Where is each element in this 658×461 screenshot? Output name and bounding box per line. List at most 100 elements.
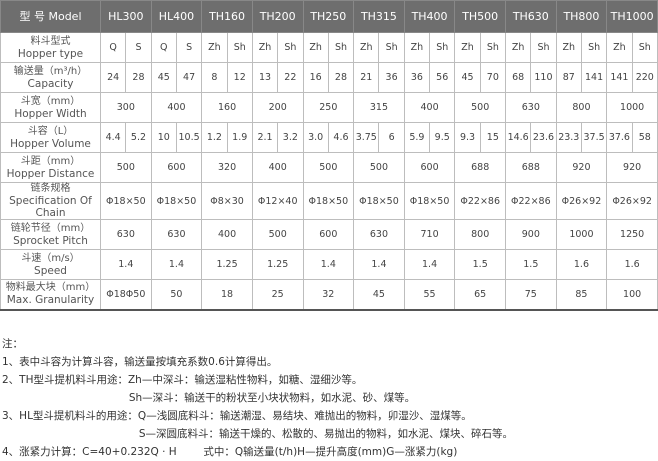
- table-cell: 47: [175, 62, 203, 93]
- table-cell: Φ18Φ50: [100, 279, 152, 311]
- table-cell: Φ26×92: [555, 182, 608, 220]
- table-cell: Zh: [403, 32, 431, 63]
- table-cell: 15: [479, 122, 507, 153]
- row-label-en: Hopper Volume: [10, 137, 91, 150]
- table-cell: Φ18×50: [150, 182, 203, 220]
- table-cell: 250: [302, 92, 355, 123]
- table-cell: 1000: [555, 219, 608, 250]
- note-line: Sh—深斗：输送干的粉状至小块状物料，如水泥、砂、煤等。: [2, 391, 416, 404]
- table-cell: 1.4: [302, 249, 355, 280]
- table-cell: 24: [99, 62, 127, 93]
- table-cell: 688: [454, 152, 506, 183]
- table-cell: Φ18×50: [353, 182, 405, 220]
- row-label-cn: 链条规格: [30, 183, 71, 194]
- table-cell: 300: [100, 92, 152, 123]
- table-cell: 141: [580, 62, 608, 93]
- table-cell: 500: [454, 92, 506, 123]
- table-cell: 110: [530, 62, 557, 93]
- table-cell: 36: [403, 62, 431, 93]
- table-cell: 68: [504, 62, 532, 93]
- row-label-cn: 斗宽（mm）: [20, 95, 81, 107]
- table-cell: 13: [251, 62, 279, 93]
- table-cell: 14.6: [504, 122, 532, 153]
- table-cell: 8: [201, 62, 228, 93]
- table-row: 物料最大块（mm） Max. Granularity Φ18Φ50 50 18 25 32 4…: [0, 279, 658, 311]
- table-cell: 630: [353, 219, 405, 250]
- model-header-cell: TH400: [403, 0, 456, 33]
- table-row: 斗距（mm） Hopper Distance 500 600 320 400 500 500 6…: [0, 152, 658, 183]
- table-cell: 500: [353, 152, 405, 183]
- table-cell: 10: [150, 122, 177, 153]
- table-cell: 320: [201, 152, 253, 183]
- table-cell: 400: [150, 92, 203, 123]
- table-cell: Sh: [631, 32, 658, 63]
- table-cell: 16: [302, 62, 329, 93]
- table-cell: Zh: [606, 32, 633, 63]
- table-cell: Sh: [277, 32, 304, 63]
- table-cell: 1.2: [201, 122, 228, 153]
- row-label: 斗宽（mm） Hopper Width: [0, 92, 101, 123]
- table-cell: 1.4: [403, 249, 456, 280]
- table-cell: 50: [150, 279, 203, 311]
- table-cell: 200: [251, 92, 304, 123]
- table-cell: Φ18×50: [302, 182, 355, 220]
- table-cell: 500: [302, 152, 355, 183]
- table-cell: 400: [251, 152, 304, 183]
- table-cell: 920: [606, 152, 658, 183]
- table-cell: 23.3: [555, 122, 582, 153]
- table-cell: 25: [251, 279, 304, 311]
- table-cell: 32: [302, 279, 355, 311]
- table-cell: 160: [201, 92, 253, 123]
- table-cell: 688: [505, 152, 557, 183]
- table-cell: 75: [505, 279, 557, 311]
- table-cell: Zh: [201, 32, 228, 63]
- table-cell: Sh: [327, 32, 355, 63]
- notes-section: 注： 1、表中斗容为计算斗容，输送量按填充系数0.6计算得出。 2、TH型斗提机料斗…: [2, 335, 658, 461]
- table-cell: 1.6: [555, 249, 608, 280]
- table-cell: 12: [226, 62, 253, 93]
- table-cell: 1.25: [201, 249, 253, 280]
- table-cell: 5.2: [125, 122, 152, 153]
- table-cell: 630: [150, 219, 203, 250]
- table-cell: 4.6: [327, 122, 355, 153]
- model-header-cell: TH1000: [606, 0, 658, 33]
- table-cell: Φ22×86: [454, 182, 506, 220]
- row-label-cn: 物料最大块（mm）: [5, 282, 96, 294]
- row-label-en: Sprocket Pitch: [13, 234, 88, 247]
- table-cell: Zh: [353, 32, 380, 63]
- table-cell: 45: [353, 279, 405, 311]
- table-cell: 5.9: [403, 122, 431, 153]
- note-line: 4、涨紧力计算：C=40+0.232Q · H 式中：Q输送量(t/h)H—提升…: [2, 445, 458, 458]
- table-cell: 800: [555, 92, 608, 123]
- model-header-cell: TH200: [251, 0, 304, 33]
- model-header-cell: TH160: [201, 0, 253, 33]
- row-label-cn: 斗距（mm）: [20, 155, 81, 167]
- row-label: 料斗型式 Hopper type: [0, 32, 101, 63]
- table-cell: 1.6: [606, 249, 658, 280]
- row-label-cn: 链轮节径（mm）: [10, 222, 91, 234]
- table-cell: Φ22×86: [505, 182, 557, 220]
- table-cell: S: [125, 32, 152, 63]
- table-cell: 500: [251, 219, 304, 250]
- table-cell: 630: [100, 219, 152, 250]
- table-cell: 600: [150, 152, 203, 183]
- table-cell: 1.9: [226, 122, 253, 153]
- row-label-en: Hopper Distance: [6, 167, 95, 180]
- row-label-en: Capacity: [27, 77, 74, 90]
- table-cell: Q: [150, 32, 177, 63]
- table-cell: S: [175, 32, 203, 63]
- row-label-cn: 料斗型式: [30, 35, 71, 47]
- table-cell: Φ12×40: [251, 182, 304, 220]
- table-cell: 3.2: [277, 122, 304, 153]
- table-cell: 18: [201, 279, 253, 311]
- model-header-cell: TH800: [555, 0, 608, 33]
- table-cell: 28: [125, 62, 152, 93]
- table-cell: Sh: [378, 32, 405, 63]
- table-cell: 6: [378, 122, 405, 153]
- table-cell: 65: [454, 279, 506, 311]
- table-cell: 710: [403, 219, 456, 250]
- table-cell: Sh: [226, 32, 253, 63]
- table-cell: 600: [302, 219, 355, 250]
- table-cell: 87: [555, 62, 582, 93]
- table-row: 链条规格 Specification Of Chain Φ18×50 Φ18×50 Φ8…: [0, 182, 658, 220]
